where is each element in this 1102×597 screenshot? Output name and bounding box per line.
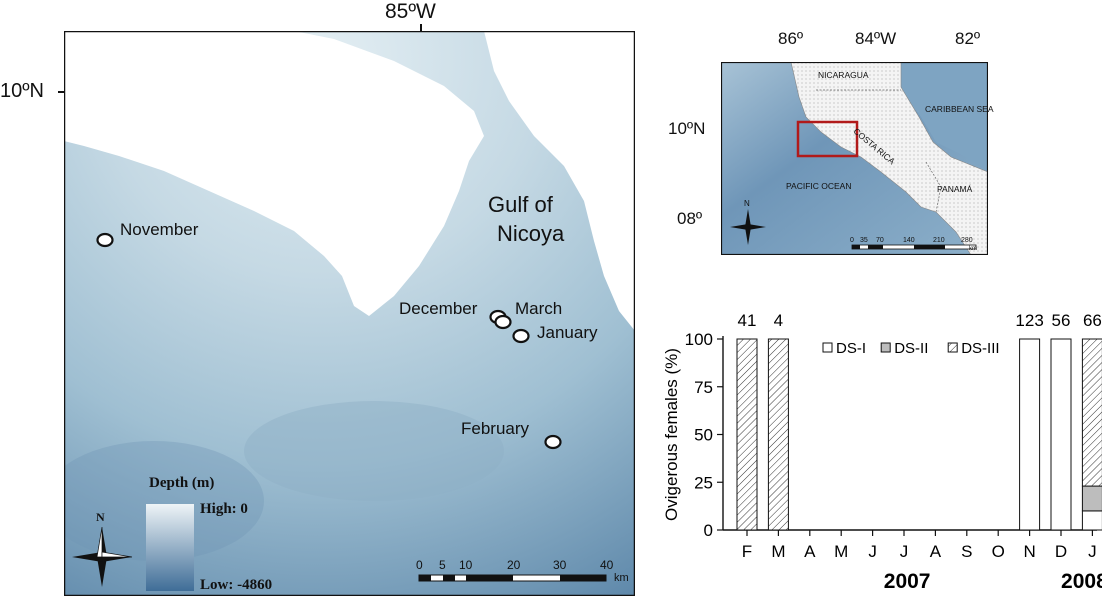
x-tick-label: J (868, 542, 877, 561)
legend-swatch (822, 342, 833, 353)
site-marker-january[interactable] (512, 328, 530, 344)
mainland-coast (484, 31, 635, 331)
inset-place-caribbean: CARIBBEAN SEA (925, 104, 994, 114)
site-marker-february[interactable] (544, 434, 562, 450)
y-tick-label: 25 (694, 473, 713, 492)
year-label: 2007 (884, 570, 931, 593)
x-tick-label: A (930, 542, 942, 561)
y-tick-label: 0 (704, 521, 713, 540)
inset-scale-tick: 70 (876, 237, 884, 244)
x-tick-label: M (771, 542, 785, 561)
inset-lon-label: 86º (778, 29, 804, 48)
inset-lon-label: 82º (955, 29, 981, 48)
y-tick-label: 100 (685, 330, 713, 349)
count-label: 66 (1083, 311, 1102, 330)
inset-scale-tick: 35 (860, 237, 868, 244)
year-label: 2008 (1061, 570, 1102, 593)
count-label: 123 (1015, 311, 1043, 330)
main-scale-tick: 40 (600, 558, 614, 572)
depth-legend-swatch (146, 504, 194, 591)
inset-scale-tick: 0 (850, 237, 854, 244)
nicoya-peninsula (64, 31, 484, 316)
north-arrow-icon (72, 526, 133, 587)
inset-lat-label: 10ºN (668, 119, 706, 138)
x-tick-label: M (834, 542, 848, 561)
x-tick-label: N (1023, 542, 1035, 561)
x-tick-label: J (900, 542, 909, 561)
main-scale-tick: 5 (439, 558, 446, 572)
depth-legend-high: High: 0 (200, 501, 248, 517)
inset-place-pacific: PACIFIC OCEAN (786, 181, 852, 191)
legend-label: DS-III (961, 340, 999, 357)
main-scale-tick: 10 (459, 558, 473, 572)
inset-caribbean (896, 62, 988, 172)
inset-scale-tick: 210 (933, 237, 945, 244)
inset-place-nicaragua: NICARAGUA (818, 70, 869, 80)
y-tick-label: 50 (694, 426, 713, 445)
x-tick-label: S (961, 542, 972, 561)
bar-segment-ds-iii (736, 338, 758, 531)
inset-scale-unit: km (969, 246, 977, 252)
x-tick-label: F (742, 542, 752, 561)
main-lon-label: 85ºW (385, 0, 436, 23)
main-scale-tick: 30 (553, 558, 567, 572)
main-scale-unit: km (614, 572, 629, 584)
x-tick-label: O (992, 542, 1005, 561)
inset-north-label: N (744, 199, 750, 208)
inset-land (790, 62, 988, 255)
inset-place-panama: PANAMÁ (937, 184, 973, 194)
main-north-label: N (96, 510, 105, 524)
y-tick-label: 75 (694, 378, 713, 397)
site-label-march: March (515, 299, 563, 318)
inset-map[interactable] (721, 62, 988, 255)
legend-swatch (947, 342, 958, 353)
inset-scale-tick: 140 (903, 237, 915, 244)
bar-segment-ds-iii (767, 338, 789, 531)
legend-swatch (880, 342, 891, 353)
count-label: 56 (1052, 311, 1071, 330)
legend-label: DS-I (836, 340, 866, 357)
inset-border (816, 89, 942, 213)
inset-lon-label: 84ºW (855, 29, 897, 48)
count-label: 4 (774, 311, 783, 330)
count-label: 41 (738, 311, 757, 330)
bar-segment-ds-iii (1081, 338, 1102, 487)
bar-segment-ds-i (1050, 338, 1072, 531)
gulf-label-line1: Gulf of (488, 192, 553, 217)
inset-lat-label: 08º (677, 209, 703, 228)
bar-segment-ds-i (1081, 510, 1102, 531)
inset-north-arrow-icon (730, 209, 766, 245)
x-tick-label: D (1055, 542, 1067, 561)
inset-scale-tick: 280 (961, 237, 973, 244)
bar-segment-ds-ii (1081, 485, 1102, 512)
deep-patch (244, 401, 504, 501)
site-label-december: December (399, 299, 478, 318)
deep-patch (64, 441, 264, 561)
main-scale-tick: 20 (507, 558, 521, 572)
main-map[interactable] (64, 31, 635, 596)
bar-segment-ds-i (1019, 338, 1041, 531)
site-label-january: January (537, 323, 598, 342)
depth-legend-low: Low: -4860 (200, 577, 273, 593)
inset-scale-bar (851, 244, 977, 250)
site-label-february: February (461, 419, 530, 438)
legend-label: DS-II (894, 340, 928, 357)
x-tick-label: A (804, 542, 816, 561)
site-label-november: November (120, 220, 199, 239)
site-marker-november[interactable] (96, 232, 114, 248)
study-area-box[interactable] (796, 120, 859, 158)
gulf-label-line2: Nicoya (497, 221, 565, 246)
y-axis-label: Ovigerous females (%) (662, 348, 681, 521)
depth-legend-title: Depth (m) (149, 475, 215, 491)
main-lat-label: 10ºN (0, 80, 44, 102)
main-scale-tick: 0 (416, 558, 423, 572)
main-scale-bar (418, 574, 607, 582)
x-tick-label: J (1088, 542, 1097, 561)
site-marker-march[interactable] (494, 314, 512, 330)
